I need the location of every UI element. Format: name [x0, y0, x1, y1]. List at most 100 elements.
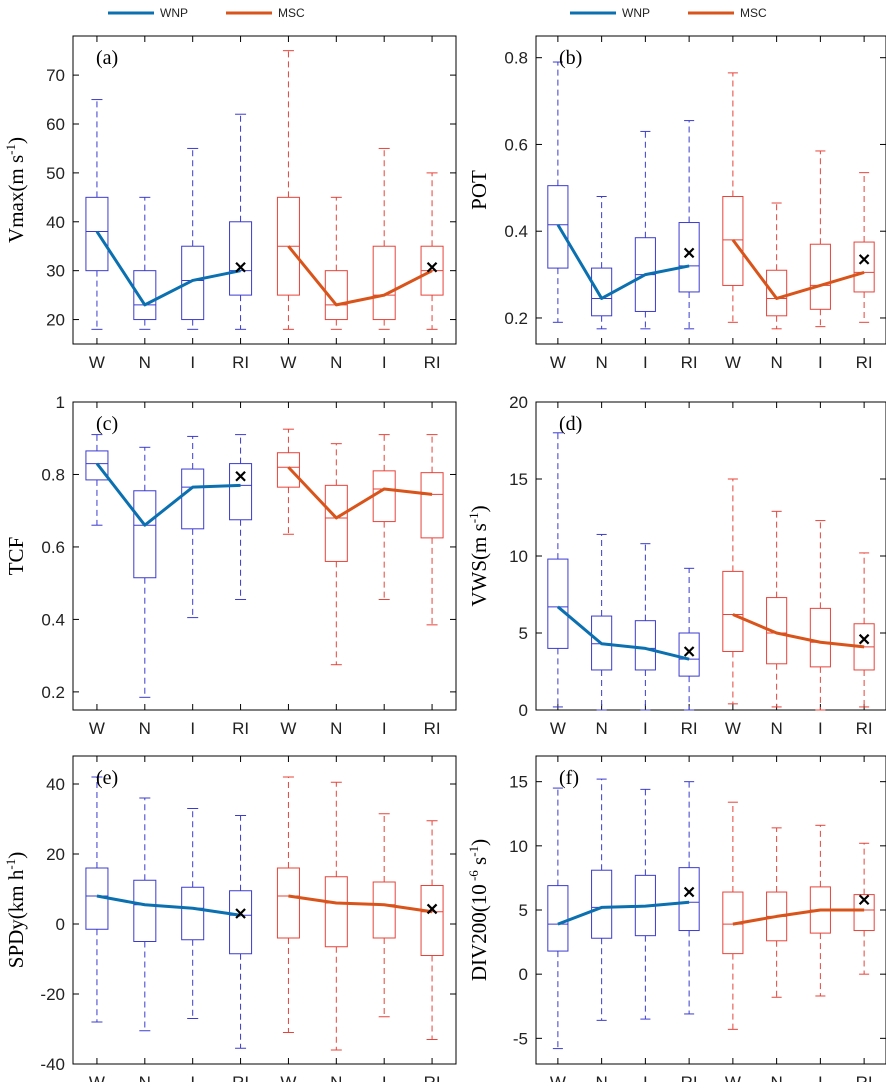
box-iqr — [547, 885, 569, 952]
panel-e: -40 -20 0 20 40 W N I RI W N I RI (e) SPDy(km h-1) — [3, 755, 457, 1082]
x-tick-label: I — [818, 1073, 823, 1082]
mean-marker-wnp-ri — [683, 886, 695, 898]
y-tick-label: 40 — [46, 213, 65, 232]
box-iqr — [372, 881, 396, 939]
mean-marker-wnp-ri — [683, 646, 695, 657]
median-trend-line-wnp — [556, 223, 690, 300]
x-tick-label: N — [595, 1073, 607, 1082]
box-wnp-i — [181, 147, 205, 330]
y-axis-label-tail: ) — [4, 137, 28, 144]
x-tick-label: I — [818, 719, 823, 738]
y-tick-label: 15 — [509, 773, 528, 792]
box-msc-w — [276, 428, 300, 535]
x-tick-label: I — [382, 1073, 387, 1082]
y-axis-label-main: VWS(m s — [467, 523, 491, 606]
x-tick-label: N — [139, 1073, 151, 1082]
y-axis-label: Vmax(m s-1) — [3, 137, 28, 243]
y-tick-label: 0.6 — [41, 538, 65, 557]
mean-marker-stroke — [683, 247, 695, 259]
box-iqr — [372, 470, 396, 523]
box-iqr — [372, 245, 396, 321]
box-wnp-n — [591, 778, 613, 1021]
x-tick-label: W — [725, 719, 741, 738]
panel-label: (f) — [559, 767, 579, 789]
box-wnp-ri — [678, 120, 700, 330]
box-msc-ri — [853, 172, 875, 323]
box-msc-n — [324, 781, 348, 1051]
panel-f: -5 0 5 10 15 W N I RI W N I RI (f) DIV200(10 -6 s-1) — [466, 755, 886, 1082]
x-tick-label: W — [280, 1073, 296, 1082]
axes-frame — [72, 755, 457, 1065]
panel-a: 20 30 40 50 60 70 W N I RI W N I RI (a) Vmax(m s-1) — [3, 35, 457, 372]
y-tick-label: 0 — [519, 965, 528, 984]
mean-marker-wnp-ri — [235, 908, 246, 919]
median-trend-line-msc — [732, 908, 865, 926]
y-axis-label-main: SPDy(km h — [4, 869, 28, 968]
x-tick-label: W — [280, 719, 296, 738]
box-msc-i — [809, 520, 831, 711]
mean-marker-stroke — [426, 903, 438, 915]
panel-label: (a) — [96, 47, 118, 69]
box-iqr — [809, 607, 831, 668]
mean-marker-stroke — [235, 471, 246, 482]
x-tick-label: RI — [424, 719, 441, 738]
panel-b: 0.2 0.4 0.6 0.8 W N I RI W N I RI (b) POT — [467, 35, 886, 372]
y-tick-label: -5 — [513, 1029, 528, 1048]
x-tick-label: W — [280, 353, 296, 372]
x-tick-label: W — [725, 1073, 741, 1082]
y-tick-label: 0.6 — [504, 135, 528, 154]
box-iqr — [420, 885, 444, 956]
y-axis-label-tail2: ) — [467, 839, 491, 846]
x-tick-label: N — [330, 719, 342, 738]
x-tick-label: N — [595, 719, 607, 738]
median-trend-line-wnp — [95, 462, 241, 527]
box-iqr — [133, 490, 157, 579]
box-wnp-i — [634, 543, 656, 711]
y-tick-label: 0 — [56, 915, 65, 934]
x-tick-label: N — [770, 719, 782, 738]
x-tick-label: N — [330, 1073, 342, 1082]
y-tick-label: -40 — [40, 1055, 65, 1074]
box-iqr — [809, 243, 831, 310]
x-tick-label: W — [550, 1073, 566, 1082]
box-msc-i — [372, 434, 396, 600]
x-tick-label: RI — [681, 353, 698, 372]
box-iqr — [591, 869, 613, 939]
axes-frame — [72, 35, 457, 345]
box-msc-i — [372, 147, 396, 330]
mean-marker-stroke — [683, 886, 695, 898]
box-wnp-ri — [229, 434, 253, 600]
mean-marker-wnp-ri — [235, 261, 246, 273]
y-tick-label: 20 — [46, 845, 65, 864]
box-msc-i — [809, 150, 831, 328]
series-msc — [722, 72, 875, 330]
mean-marker-msc-ri — [858, 894, 870, 906]
x-tick-label: W — [550, 719, 566, 738]
y-tick-label: 20 — [46, 311, 65, 330]
box-wnp-w — [85, 776, 109, 1023]
y-tick-label: 40 — [46, 775, 65, 794]
box-msc-i — [372, 813, 396, 1018]
box-msc-w — [722, 801, 744, 1030]
y-tick-label: 1 — [56, 393, 65, 412]
axes-frame — [535, 35, 886, 345]
x-tick-label: I — [382, 719, 387, 738]
x-tick-label: N — [770, 353, 782, 372]
box-iqr — [591, 267, 613, 317]
series-msc — [276, 776, 444, 1051]
box-msc-ri — [853, 552, 875, 708]
x-tick-label: I — [190, 719, 195, 738]
y-tick-label: 20 — [509, 393, 528, 412]
mean-marker-wnp-ri — [683, 247, 695, 259]
mean-marker-stroke — [235, 261, 246, 273]
x-tick-label: RI — [681, 719, 698, 738]
box-msc-ri — [420, 434, 444, 626]
y-axis-label: TCF — [4, 537, 28, 576]
box-iqr — [181, 468, 205, 530]
box-msc-n — [324, 196, 348, 330]
x-tick-label: W — [89, 1073, 105, 1082]
mean-marker-msc-ri — [426, 261, 438, 273]
box-iqr — [276, 867, 300, 939]
mean-marker-msc-ri — [426, 903, 438, 915]
mean-marker-msc-ri — [858, 254, 870, 265]
